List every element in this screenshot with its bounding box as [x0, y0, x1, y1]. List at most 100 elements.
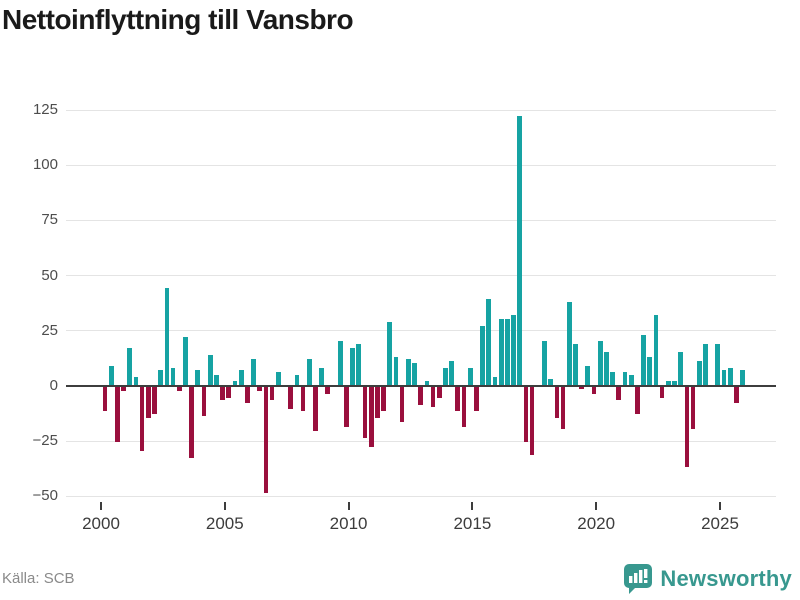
bar-2020q2[interactable] [604, 352, 609, 386]
bar-2019q4[interactable] [591, 387, 597, 394]
bar-2014q1[interactable] [449, 361, 454, 386]
bar-2025q4[interactable] [740, 370, 745, 386]
bar-2012q2[interactable] [405, 359, 411, 386]
bar-2014q2[interactable] [455, 387, 461, 412]
newsworthy-logo[interactable]: Newsworthy [623, 563, 792, 595]
bar-2018q4[interactable] [566, 301, 572, 386]
bar-2018q1[interactable] [548, 378, 554, 386]
bar-2006q2[interactable] [257, 387, 263, 392]
bar-2013q1[interactable] [424, 381, 430, 386]
bar-2001q4[interactable] [145, 387, 151, 418]
bar-2009q4[interactable] [344, 387, 349, 427]
bar-2007q1[interactable] [275, 372, 281, 386]
bar-2004q4[interactable] [220, 387, 225, 401]
bar-2012q1[interactable] [399, 387, 405, 423]
bar-2001q2[interactable] [133, 376, 139, 386]
bar-2003q4[interactable] [195, 370, 201, 386]
bar-2010q1[interactable] [350, 348, 355, 386]
bar-2005q1[interactable] [226, 387, 232, 398]
bar-2016q2[interactable] [505, 319, 510, 386]
bar-2004q3[interactable] [214, 374, 219, 386]
bar-2003q1[interactable] [176, 387, 182, 392]
bar-2006q4[interactable] [269, 387, 275, 401]
bar-2020q3[interactable] [610, 372, 615, 386]
bar-2025q2[interactable] [727, 367, 733, 386]
bar-2011q1[interactable] [375, 387, 380, 418]
bar-2013q2[interactable] [430, 387, 436, 407]
bar-2021q3[interactable] [634, 387, 640, 414]
bar-2025q1[interactable] [721, 370, 727, 386]
bar-2003q3[interactable] [189, 387, 195, 458]
bar-2024q1[interactable] [696, 361, 702, 386]
bar-2015q3[interactable] [486, 299, 492, 386]
bar-2022q1[interactable] [647, 356, 653, 386]
bar-2021q4[interactable] [641, 334, 646, 386]
bar-2017q1[interactable] [523, 387, 529, 443]
bar-2002q2[interactable] [158, 370, 164, 386]
bar-2023q1[interactable] [672, 381, 677, 386]
bar-2008q4[interactable] [319, 367, 325, 386]
bar-2024q4[interactable] [715, 343, 721, 386]
bar-2010q4[interactable] [368, 387, 374, 447]
bar-2023q4[interactable] [690, 387, 696, 429]
bar-2017q4[interactable] [542, 341, 547, 386]
bar-2017q2[interactable] [529, 387, 535, 456]
bar-2003q2[interactable] [183, 336, 188, 386]
bar-2020q1[interactable] [597, 341, 603, 386]
bar-2019q3[interactable] [585, 365, 591, 386]
bar-2007q4[interactable] [294, 374, 300, 386]
bar-2009q3[interactable] [337, 341, 343, 386]
bar-2013q4[interactable] [443, 367, 448, 386]
bar-2008q3[interactable] [313, 387, 318, 432]
bar-2024q2[interactable] [703, 343, 708, 386]
bar-2007q3[interactable] [288, 387, 294, 410]
bar-2000q2[interactable] [108, 365, 114, 386]
bar-2002q1[interactable] [152, 387, 157, 414]
bar-2015q4[interactable] [492, 376, 498, 386]
bar-2005q3[interactable] [238, 370, 244, 386]
bar-2006q1[interactable] [251, 359, 256, 386]
bar-2015q2[interactable] [480, 325, 485, 386]
bar-2022q3[interactable] [659, 387, 665, 398]
bar-2021q1[interactable] [622, 372, 628, 386]
bar-2012q4[interactable] [418, 387, 424, 405]
bar-2002q3[interactable] [164, 288, 170, 386]
bar-2022q2[interactable] [653, 314, 659, 386]
bar-2016q1[interactable] [498, 319, 504, 386]
bar-2004q1[interactable] [201, 387, 207, 416]
bar-2021q2[interactable] [628, 374, 634, 386]
bar-2010q2[interactable] [356, 343, 362, 386]
bar-2000q1[interactable] [102, 387, 108, 412]
bar-2013q3[interactable] [436, 387, 442, 398]
bar-2008q1[interactable] [300, 387, 306, 412]
bar-2022q4[interactable] [665, 381, 671, 386]
bar-2014q3[interactable] [461, 387, 467, 427]
bar-2023q2[interactable] [678, 352, 684, 386]
bar-2020q4[interactable] [616, 387, 622, 401]
bar-2006q3[interactable] [263, 387, 269, 493]
bar-2000q4[interactable] [121, 387, 126, 392]
bar-2015q1[interactable] [474, 387, 479, 412]
bar-2019q1[interactable] [573, 343, 578, 386]
bar-2025q3[interactable] [734, 387, 739, 403]
bar-2008q2[interactable] [306, 359, 312, 386]
bar-2005q4[interactable] [245, 387, 250, 403]
bar-2012q3[interactable] [412, 363, 417, 386]
bar-2016q4[interactable] [517, 116, 523, 386]
bar-2002q4[interactable] [170, 367, 176, 386]
bar-2001q1[interactable] [127, 348, 133, 386]
bar-2014q4[interactable] [467, 367, 473, 386]
bar-2000q3[interactable] [115, 387, 120, 443]
bar-2011q2[interactable] [381, 387, 386, 412]
bar-2004q2[interactable] [207, 354, 213, 386]
bar-2023q3[interactable] [684, 387, 690, 467]
bar-2011q4[interactable] [393, 356, 399, 386]
bar-2018q3[interactable] [560, 387, 566, 429]
bar-2001q3[interactable] [139, 387, 145, 451]
bar-2016q3[interactable] [511, 314, 516, 386]
bar-2018q2[interactable] [554, 387, 560, 418]
bar-2011q3[interactable] [387, 321, 393, 386]
bar-2010q3[interactable] [362, 387, 368, 438]
bar-2019q2[interactable] [579, 387, 584, 390]
bar-2005q2[interactable] [232, 381, 238, 386]
